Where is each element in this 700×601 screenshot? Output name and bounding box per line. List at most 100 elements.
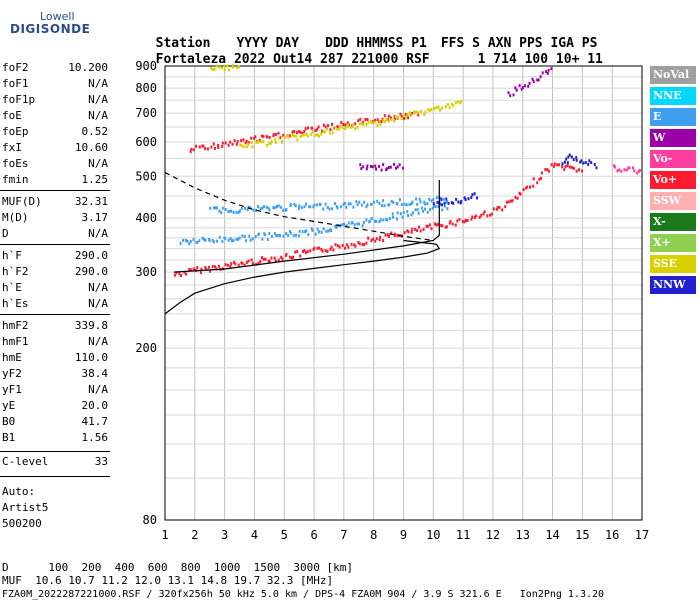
data-point [243,206,246,210]
data-point [341,223,344,227]
data-point [327,229,330,233]
data-point [518,191,521,195]
param-key: D [2,227,9,240]
separator [0,476,110,477]
header-value: 287 [320,52,344,67]
data-point [406,214,409,218]
data-point [344,123,347,127]
data-point [456,219,459,223]
data-point [183,270,186,274]
data-point [464,197,467,201]
data-point [384,120,387,124]
param-row: h`F2 290.0 [2,264,108,280]
data-point [590,161,593,165]
data-point [281,140,284,144]
data-point [346,121,349,125]
data-point [268,136,271,140]
data-point [272,206,275,210]
legend-item: NoVal [650,66,696,84]
data-point [431,206,434,210]
data-point [212,206,215,210]
data-point [306,134,309,138]
data-point [308,205,311,209]
data-point [399,212,402,216]
data-point [329,128,332,132]
header-value: 2022 [233,52,266,67]
data-point [223,64,226,68]
data-point [254,208,257,212]
data-point [514,195,517,199]
data-point [316,133,319,137]
data-point [410,230,413,234]
data-point [248,234,251,238]
data-point [444,225,447,229]
data-point [202,144,205,148]
data-point [375,167,378,171]
data-point [209,66,212,70]
data-point [301,230,304,234]
data-point [294,204,297,208]
data-point [553,162,556,166]
data-point [446,207,449,211]
data-point [473,192,476,196]
data-point [616,169,619,173]
y-tick-label: 700 [135,106,157,120]
data-point [313,203,316,207]
data-point [303,133,306,137]
data-point [355,200,358,204]
data-point [208,238,211,242]
data-point [512,93,515,97]
data-point [458,217,461,221]
data-point [274,132,277,136]
data-point [395,217,398,221]
data-point [178,272,181,276]
data-point [405,112,408,116]
data-point [531,77,534,81]
profile-line [164,171,434,242]
data-point [230,209,233,213]
data-point [445,225,448,229]
data-point [452,201,455,205]
data-point [298,229,301,233]
data-point [292,255,295,259]
data-point [452,103,455,107]
data-point [442,197,445,201]
data-point [287,234,290,238]
data-point [369,164,372,168]
data-point [449,219,452,223]
data-point [199,271,202,275]
param-key: M(D) [2,211,29,224]
data-point [237,237,240,241]
data-point [221,206,224,210]
data-point [334,243,337,247]
data-point [247,141,250,145]
data-point [587,162,590,166]
header-label: PPS [519,36,543,51]
auto-label: 500200 [2,517,42,530]
header-label: Station [155,36,211,51]
data-point [295,233,298,237]
data-point [416,202,419,206]
data-point [521,85,524,89]
param-key: B1 [2,431,16,444]
data-point [546,71,549,75]
data-point [563,168,566,172]
data-point [375,237,378,241]
legend-item: Vo- [650,150,696,168]
data-point [229,264,232,268]
data-point [247,142,250,146]
data-point [301,133,304,137]
data-point [478,215,481,219]
data-point [236,66,239,70]
param-value: N/A [88,227,108,240]
data-point [236,140,239,144]
data-point [296,138,299,142]
data-point [325,229,328,233]
data-point [209,206,212,210]
data-point [296,250,299,254]
data-point [212,142,215,146]
data-point [524,84,527,88]
data-point [241,261,244,265]
data-point [392,215,395,219]
data-point [278,136,281,140]
